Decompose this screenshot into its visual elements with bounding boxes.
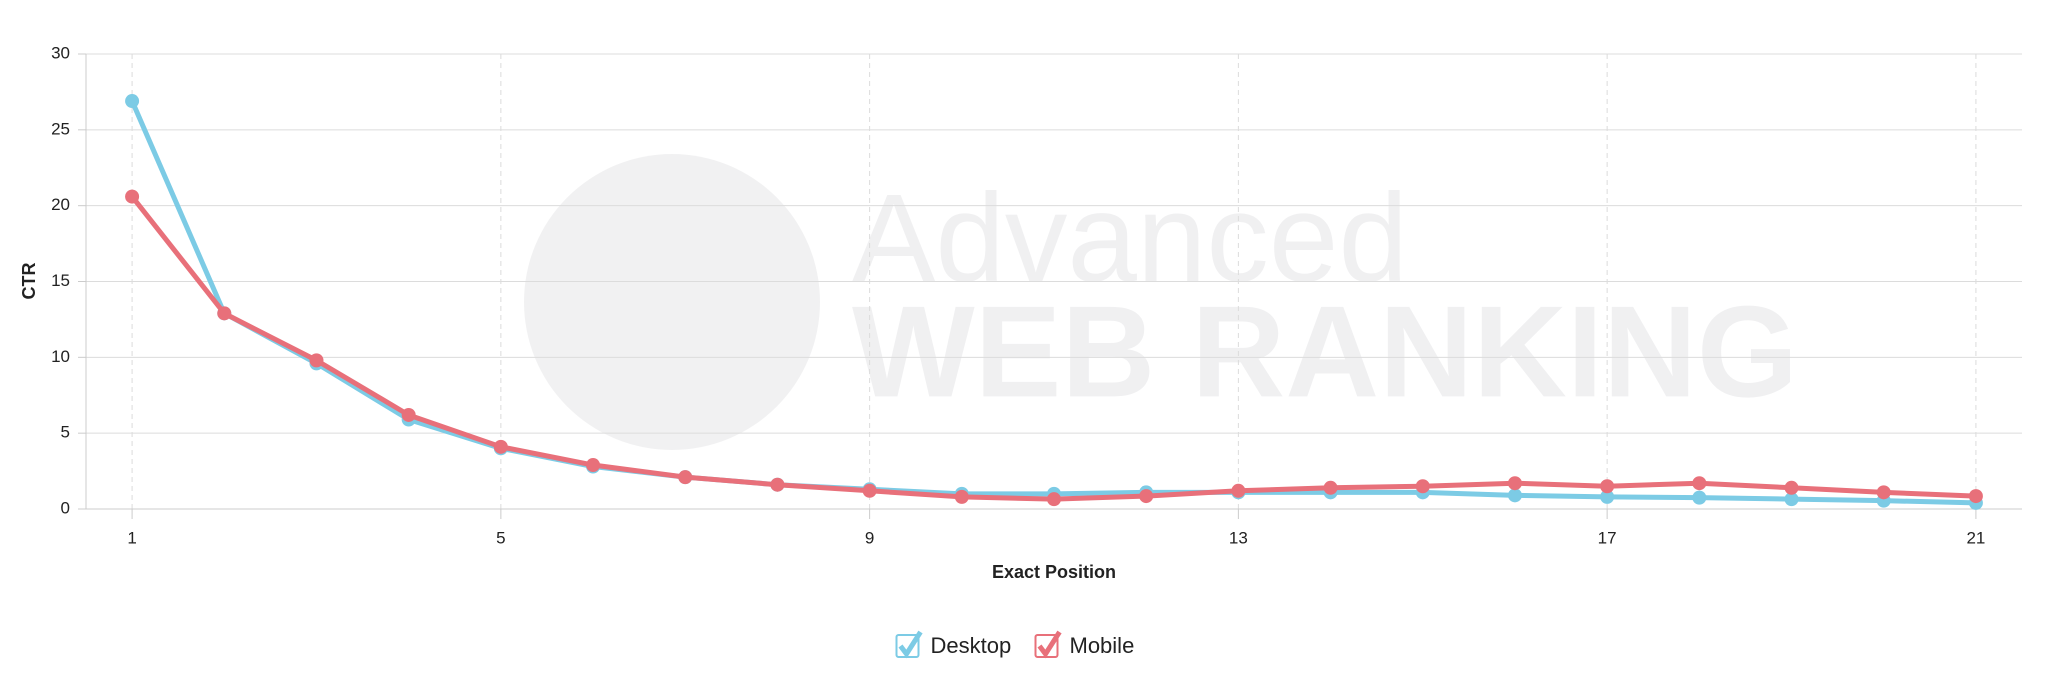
data-point bbox=[1139, 489, 1154, 504]
legend-item[interactable]: Mobile bbox=[1034, 630, 1135, 659]
data-point bbox=[586, 458, 601, 473]
y-tick-label: 20 bbox=[51, 195, 70, 214]
data-point bbox=[401, 407, 416, 422]
y-tick-label: 0 bbox=[61, 498, 70, 517]
legend-label: Desktop bbox=[931, 633, 1012, 658]
data-point bbox=[954, 489, 969, 504]
data-point bbox=[125, 94, 140, 109]
data-point bbox=[309, 353, 324, 368]
x-tick-label: 5 bbox=[496, 528, 505, 547]
data-point bbox=[1600, 489, 1615, 504]
data-point bbox=[217, 306, 232, 321]
y-tick-label: 10 bbox=[51, 347, 70, 366]
x-tick-label: 21 bbox=[1966, 528, 1985, 547]
x-tick-label: 1 bbox=[127, 528, 136, 547]
data-point bbox=[1600, 479, 1615, 494]
legend: Desktop Mobile bbox=[895, 630, 1135, 659]
legend-check bbox=[898, 630, 923, 659]
data-point bbox=[1784, 480, 1799, 495]
data-point bbox=[1047, 492, 1061, 507]
data-point bbox=[1692, 476, 1707, 491]
x-axis-label: Exact Position bbox=[992, 562, 1116, 582]
data-point bbox=[678, 470, 693, 485]
data-point bbox=[1692, 490, 1707, 505]
watermark-line2: WEB RANKING bbox=[852, 278, 1798, 424]
data-point bbox=[770, 477, 785, 492]
watermark: Advanced WEB RANKING bbox=[524, 154, 1798, 450]
y-tick-label: 30 bbox=[51, 43, 70, 62]
data-point bbox=[493, 439, 508, 454]
data-point bbox=[1415, 479, 1430, 494]
y-tick-label: 15 bbox=[51, 271, 70, 290]
watermark-globe bbox=[524, 154, 820, 450]
y-tick-label: 5 bbox=[61, 423, 70, 442]
x-tick-label: 17 bbox=[1598, 528, 1617, 547]
data-point bbox=[1231, 483, 1246, 498]
x-tick-label: 13 bbox=[1229, 528, 1248, 547]
data-point bbox=[1323, 480, 1338, 495]
y-tick-label: 25 bbox=[51, 119, 70, 138]
data-point bbox=[1968, 489, 1983, 504]
data-point bbox=[125, 189, 140, 204]
data-point bbox=[1507, 476, 1522, 491]
data-point bbox=[1507, 488, 1522, 503]
legend-label: Mobile bbox=[1070, 633, 1135, 658]
legend-check bbox=[1037, 630, 1062, 659]
data-point bbox=[862, 483, 877, 498]
watermark-line1: Advanced bbox=[852, 169, 1408, 308]
data-point bbox=[1876, 485, 1891, 500]
x-tick-label: 9 bbox=[865, 528, 874, 547]
legend-item[interactable]: Desktop bbox=[895, 630, 1012, 659]
y-axis-label: CTR bbox=[19, 263, 39, 300]
data-point bbox=[1784, 492, 1799, 507]
